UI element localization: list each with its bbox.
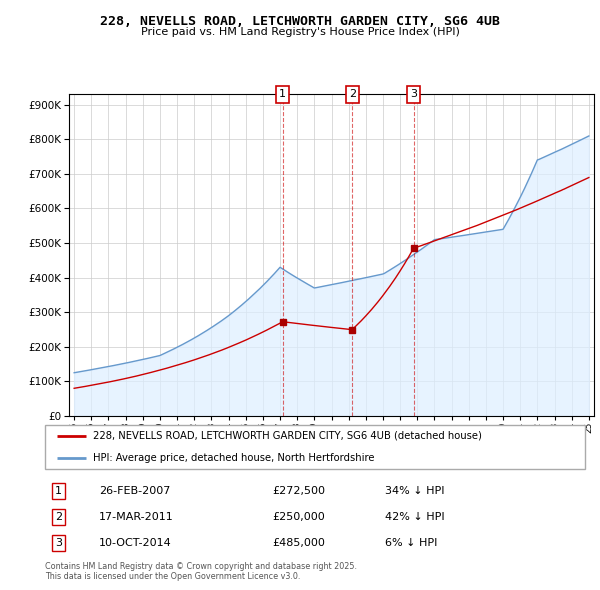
FancyBboxPatch shape bbox=[45, 425, 585, 469]
Text: 34% ↓ HPI: 34% ↓ HPI bbox=[385, 486, 445, 496]
Text: HPI: Average price, detached house, North Hertfordshire: HPI: Average price, detached house, Nort… bbox=[92, 453, 374, 463]
Text: 42% ↓ HPI: 42% ↓ HPI bbox=[385, 512, 445, 522]
Text: 10-OCT-2014: 10-OCT-2014 bbox=[99, 538, 172, 548]
Text: 2: 2 bbox=[349, 90, 356, 99]
Text: £250,000: £250,000 bbox=[272, 512, 325, 522]
Text: 2: 2 bbox=[55, 512, 62, 522]
Text: 1: 1 bbox=[279, 90, 286, 99]
Text: £485,000: £485,000 bbox=[272, 538, 325, 548]
Text: 228, NEVELLS ROAD, LETCHWORTH GARDEN CITY, SG6 4UB: 228, NEVELLS ROAD, LETCHWORTH GARDEN CIT… bbox=[100, 15, 500, 28]
Text: 6% ↓ HPI: 6% ↓ HPI bbox=[385, 538, 437, 548]
Text: 228, NEVELLS ROAD, LETCHWORTH GARDEN CITY, SG6 4UB (detached house): 228, NEVELLS ROAD, LETCHWORTH GARDEN CIT… bbox=[92, 431, 481, 441]
Text: £272,500: £272,500 bbox=[272, 486, 325, 496]
Text: 17-MAR-2011: 17-MAR-2011 bbox=[99, 512, 174, 522]
Text: 3: 3 bbox=[410, 90, 417, 99]
Text: Contains HM Land Registry data © Crown copyright and database right 2025.
This d: Contains HM Land Registry data © Crown c… bbox=[45, 562, 357, 581]
Text: 1: 1 bbox=[55, 486, 62, 496]
Text: 3: 3 bbox=[55, 538, 62, 548]
Text: 26-FEB-2007: 26-FEB-2007 bbox=[99, 486, 170, 496]
Text: Price paid vs. HM Land Registry's House Price Index (HPI): Price paid vs. HM Land Registry's House … bbox=[140, 27, 460, 37]
